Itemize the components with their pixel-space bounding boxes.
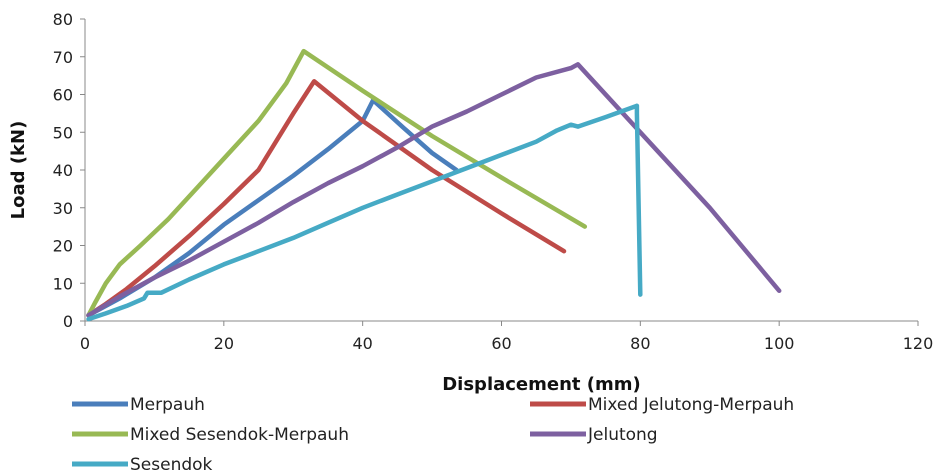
y-axis-ticks: 0 10 20 30 40 50 60 70 80: [53, 10, 85, 331]
legend-item: Merpauh: [72, 395, 205, 415]
x-tick-label: 80: [630, 334, 650, 353]
series-line-mixed-sesendok-merpauh: [86, 48, 588, 318]
series-lines: [86, 48, 782, 322]
y-tick-label: 60: [53, 86, 73, 105]
series-line-mixed-jelutong-merpauh: [86, 79, 567, 318]
x-tick-label: 60: [491, 334, 511, 353]
legend-item: Sesendok: [72, 455, 213, 475]
y-tick-label: 30: [53, 199, 73, 218]
y-tick-label: 0: [63, 312, 73, 331]
y-tick-label: 10: [53, 274, 73, 293]
legend-item: Mixed Sesendok-Merpauh: [72, 425, 349, 445]
legend-item: Mixed Jelutong-Merpauh: [530, 395, 794, 415]
legend-item: Jelutong: [530, 425, 658, 445]
x-axis-title: Displacement (mm): [442, 374, 641, 395]
x-axis-ticks: 0 20 40 60 80 100 120: [80, 321, 933, 353]
x-tick-label: 120: [903, 334, 934, 353]
y-tick-label: 40: [53, 161, 73, 180]
y-axis-title: Load (kN): [8, 121, 29, 220]
y-tick-label: 50: [53, 123, 73, 142]
legend: Merpauh Mixed Jelutong-Merpauh Mixed Sesen…: [72, 395, 794, 475]
series-line-sesendok: [86, 103, 643, 322]
axes: 0 20 40 60 80 100 120 0 10 20 30 40 50 60 70 80: [53, 10, 934, 353]
y-tick-label: 20: [53, 237, 73, 256]
x-tick-label: 100: [764, 334, 795, 353]
x-tick-label: 0: [80, 334, 90, 353]
legend-label: Jelutong: [587, 425, 658, 445]
y-tick-label: 80: [53, 10, 73, 29]
x-tick-label: 40: [352, 334, 372, 353]
x-tick-label: 20: [214, 334, 234, 353]
legend-label: Sesendok: [130, 455, 213, 475]
legend-label: Mixed Jelutong-Merpauh: [588, 395, 794, 415]
series-line-jelutong: [86, 62, 782, 318]
legend-label: Merpauh: [130, 395, 205, 415]
legend-label: Mixed Sesendok-Merpauh: [130, 425, 349, 445]
y-tick-label: 70: [53, 48, 73, 67]
